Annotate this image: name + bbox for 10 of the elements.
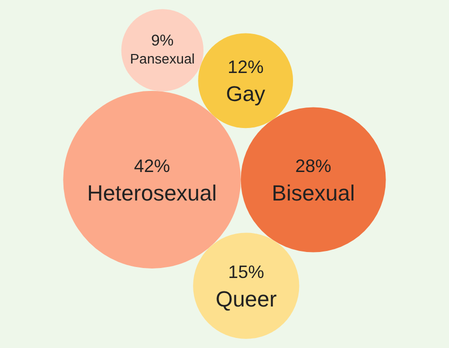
- data-label: 28%: [295, 156, 332, 176]
- category-label: Gay: [226, 82, 266, 106]
- category-label: Queer: [216, 286, 277, 312]
- category-label: Heterosexual: [87, 180, 217, 206]
- data-label: 12%: [228, 57, 264, 78]
- data-label: 42%: [134, 156, 170, 176]
- category-label: Pansexual: [130, 50, 195, 66]
- data-label: 9%: [151, 32, 174, 50]
- category-label: Bisexual: [272, 180, 355, 206]
- data-label: 15%: [228, 262, 264, 282]
